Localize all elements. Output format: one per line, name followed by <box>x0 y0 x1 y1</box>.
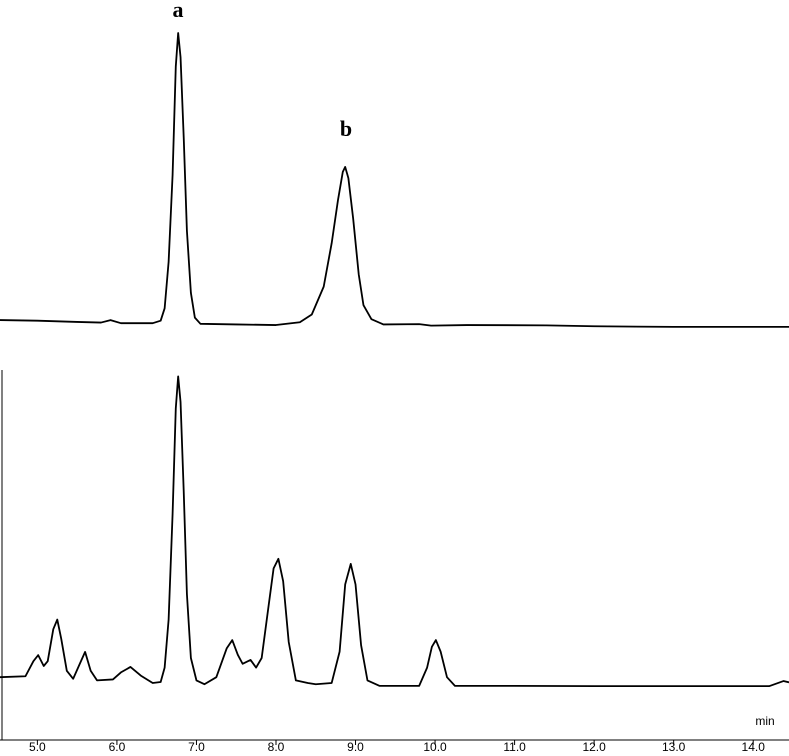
trace <box>0 375 789 688</box>
x-tick-label: 12.0 <box>582 740 606 754</box>
peak-label: b <box>340 116 352 141</box>
peak-label: a <box>173 0 184 22</box>
x-tick-label: 6.0 <box>109 740 126 754</box>
x-tick-label: 14.0 <box>742 740 766 754</box>
x-tick-label: 10.0 <box>423 740 447 754</box>
x-tick-label: 9.0 <box>347 740 364 754</box>
x-tick-label: 7.0 <box>188 740 205 754</box>
x-tick-label: 13.0 <box>662 740 686 754</box>
x-tick-label: 5.0 <box>29 740 46 754</box>
x-tick-label: 11.0 <box>503 740 526 754</box>
x-tick-label: 8.0 <box>268 740 285 754</box>
x-axis-label: min <box>755 714 774 728</box>
trace <box>0 32 789 328</box>
